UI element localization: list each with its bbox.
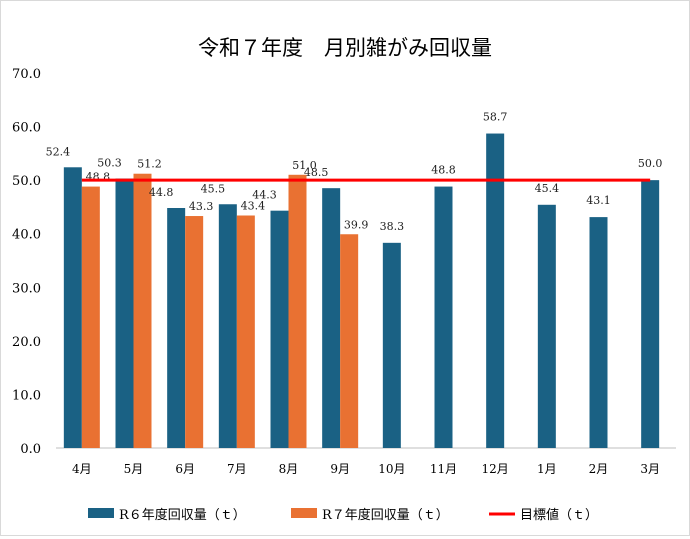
data-label: 51.0	[292, 159, 317, 172]
data-label: 39.9	[344, 218, 369, 231]
x-tick-label: 5月	[124, 462, 144, 476]
legend-label: 目標値（ｔ）	[520, 507, 598, 523]
y-tick-label: 0.0	[20, 442, 41, 457]
y-tick-label: 50.0	[12, 174, 41, 189]
x-tick-label: 9月	[330, 462, 350, 476]
legend-swatch	[88, 508, 114, 518]
bar-r7	[133, 173, 152, 448]
y-tick-label: 10.0	[12, 388, 41, 403]
y-tick-label: 70.0	[12, 67, 41, 82]
x-tick-label: 12月	[482, 462, 509, 476]
x-tick-label: 6月	[175, 462, 195, 476]
x-tick-label: 10月	[378, 462, 405, 476]
bar-r7	[185, 216, 204, 448]
legend-label: R６年度回収量（ｔ）	[119, 507, 246, 523]
x-tick-label: 3月	[640, 462, 660, 476]
bar-r6	[486, 133, 505, 449]
x-tick-label: 8月	[279, 462, 299, 476]
y-tick-label: 60.0	[12, 121, 41, 136]
x-tick-label: 4月	[72, 462, 92, 476]
data-label: 38.3	[380, 220, 405, 233]
data-label: 51.2	[137, 158, 162, 171]
y-tick-label: 20.0	[12, 335, 41, 350]
data-label: 52.4	[46, 145, 71, 158]
bar-r7	[236, 215, 255, 448]
bar-r6	[270, 210, 289, 448]
x-tick-label: 11月	[430, 462, 457, 476]
data-label: 43.3	[189, 200, 214, 213]
legend-swatch	[291, 508, 317, 518]
bar-r6	[641, 180, 660, 448]
bar-r6	[322, 188, 341, 448]
bar-r6	[218, 204, 237, 448]
bar-r6	[167, 208, 186, 448]
y-tick-label: 40.0	[12, 228, 41, 243]
data-label: 43.1	[586, 194, 611, 207]
bar-r6	[589, 217, 608, 448]
data-label: 58.7	[483, 111, 508, 124]
data-label: 45.4	[535, 182, 560, 195]
chart-title: 令和７年度 月別雑がみ回収量	[198, 36, 492, 60]
data-label: 48.8	[431, 164, 456, 177]
data-label: 44.8	[149, 186, 174, 199]
data-label: 50.0	[638, 157, 663, 170]
x-tick-label: 1月	[537, 462, 557, 476]
data-label: 43.4	[241, 200, 266, 213]
bar-r6	[382, 242, 401, 448]
bar-r7	[288, 174, 307, 449]
data-label: 45.5	[201, 182, 226, 195]
data-label: 44.3	[252, 189, 277, 202]
x-tick-label: 2月	[589, 462, 609, 476]
bar-r6	[115, 178, 134, 449]
data-label: 48.5	[304, 166, 329, 179]
legend-label: R７年度回収量（ｔ）	[322, 507, 449, 523]
y-tick-label: 30.0	[12, 281, 41, 296]
bar-r6	[63, 167, 82, 449]
bar-r7	[81, 186, 100, 449]
bar-r6	[537, 204, 556, 448]
x-tick-label: 7月	[227, 462, 247, 476]
data-label: 50.3	[97, 157, 122, 170]
bar-r6	[434, 186, 453, 449]
bar-r7	[340, 234, 359, 448]
